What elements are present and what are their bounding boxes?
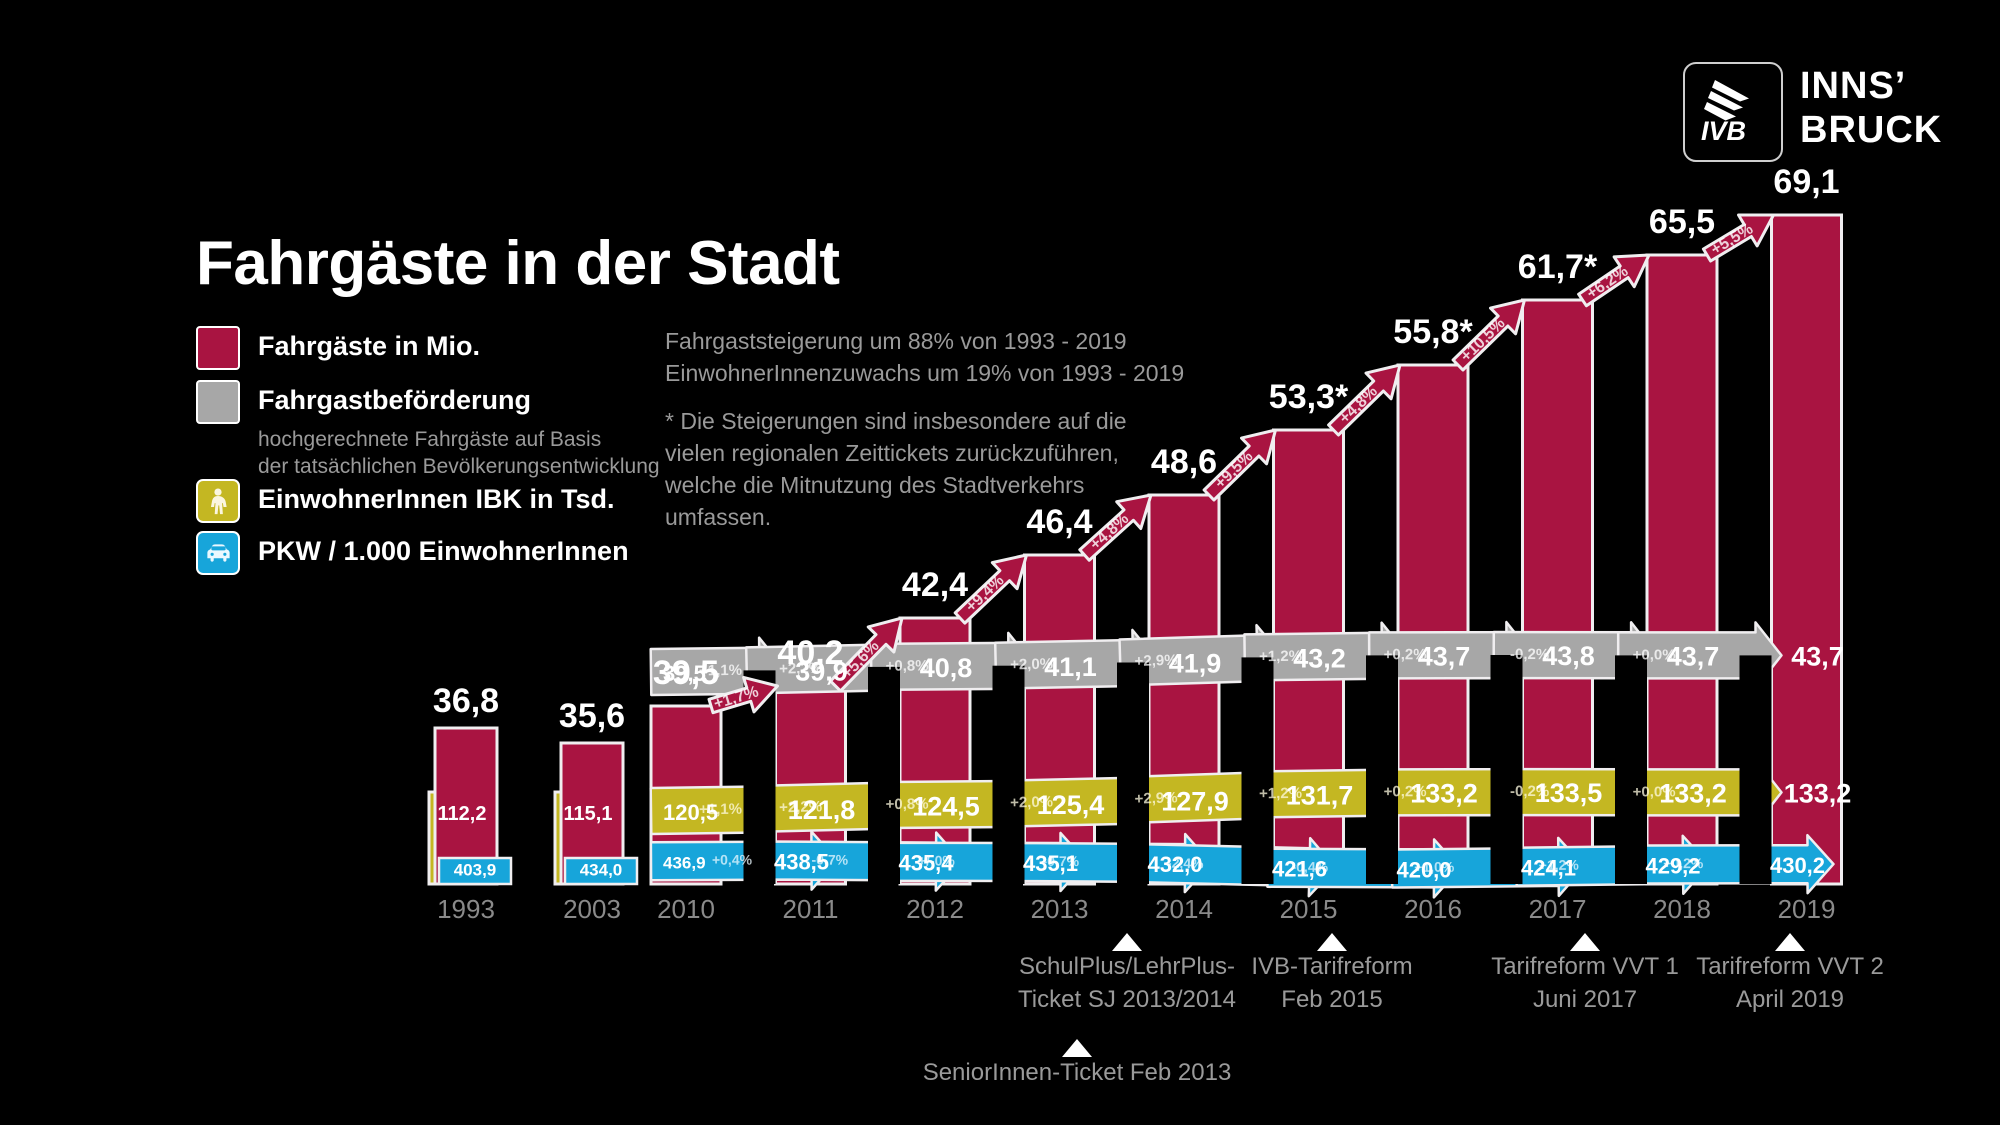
svg-text:55,8*: 55,8* — [1393, 313, 1473, 351]
svg-text:127,9: 127,9 — [1161, 786, 1229, 816]
svg-text:April 2019: April 2019 — [1736, 986, 1844, 1013]
svg-text:40,8: 40,8 — [920, 653, 973, 683]
svg-text:+0,4%: +0,4% — [712, 852, 753, 868]
svg-text:Ticket SJ 2013/2014: Ticket SJ 2013/2014 — [1018, 986, 1236, 1013]
svg-text:42,4: 42,4 — [902, 566, 968, 604]
svg-text:2013: 2013 — [1031, 894, 1089, 924]
svg-text:Feb 2015: Feb 2015 — [1281, 986, 1382, 1013]
svg-text:+4,8%: +4,8% — [1087, 510, 1132, 553]
svg-text:43,7: 43,7 — [1667, 642, 1720, 672]
svg-text:2018: 2018 — [1653, 894, 1711, 924]
svg-text:35,6: 35,6 — [559, 697, 625, 735]
svg-text:69,1: 69,1 — [1773, 163, 1839, 201]
svg-text:133,2: 133,2 — [1784, 779, 1852, 809]
svg-text:124,5: 124,5 — [912, 791, 980, 821]
svg-text:2015: 2015 — [1280, 894, 1338, 924]
svg-text:43,7: 43,7 — [1418, 642, 1471, 672]
svg-text:43,8: 43,8 — [1542, 641, 1595, 671]
svg-text:Juni 2017: Juni 2017 — [1533, 986, 1637, 1013]
svg-text:41,9: 41,9 — [1169, 649, 1222, 679]
svg-text:421,6: 421,6 — [1272, 857, 1327, 882]
svg-text:41,1: 41,1 — [1044, 652, 1097, 682]
svg-text:Tarifreform VVT 1: Tarifreform VVT 1 — [1491, 953, 1679, 980]
svg-text:430,2: 430,2 — [1770, 853, 1825, 878]
svg-text:43,7: 43,7 — [1791, 642, 1844, 672]
svg-text:Tarifreform VVT 2: Tarifreform VVT 2 — [1696, 953, 1884, 980]
svg-text:432,0: 432,0 — [1147, 852, 1202, 877]
svg-text:2010: 2010 — [657, 894, 715, 924]
svg-text:2014: 2014 — [1155, 894, 1213, 924]
svg-text:39,9: 39,9 — [795, 657, 848, 687]
svg-text:438,5: 438,5 — [774, 849, 829, 874]
svg-text:436,9: 436,9 — [663, 854, 706, 873]
svg-text:121,8: 121,8 — [788, 795, 856, 825]
svg-text:65,5: 65,5 — [1649, 203, 1715, 241]
svg-text:133,2: 133,2 — [1410, 779, 1478, 809]
svg-text:131,7: 131,7 — [1286, 781, 1354, 811]
svg-text:53,3*: 53,3* — [1269, 378, 1349, 416]
svg-text:429,2: 429,2 — [1645, 853, 1700, 878]
svg-text:61,7*: 61,7* — [1518, 248, 1598, 286]
svg-text:+9,4%: +9,4% — [963, 572, 1008, 616]
svg-text:39,5: 39,5 — [663, 661, 706, 686]
svg-text:115,1: 115,1 — [564, 803, 613, 825]
svg-text:403,9: 403,9 — [454, 860, 497, 879]
svg-text:2017: 2017 — [1529, 894, 1587, 924]
svg-text:133,5: 133,5 — [1535, 778, 1603, 808]
svg-text:435,1: 435,1 — [1023, 851, 1078, 876]
svg-text:36,8: 36,8 — [433, 682, 499, 720]
svg-text:IVB-Tarifreform: IVB-Tarifreform — [1251, 953, 1412, 980]
svg-text:434,0: 434,0 — [580, 860, 623, 879]
svg-text:2011: 2011 — [783, 894, 839, 924]
svg-text:420,0: 420,0 — [1396, 857, 1451, 882]
svg-text:1993: 1993 — [437, 894, 495, 924]
svg-text:2003: 2003 — [563, 894, 621, 924]
svg-text:2012: 2012 — [906, 894, 964, 924]
svg-text:2016: 2016 — [1404, 894, 1462, 924]
svg-text:SchulPlus/LehrPlus-: SchulPlus/LehrPlus- — [1019, 953, 1235, 980]
svg-text:2019: 2019 — [1778, 894, 1836, 924]
svg-text:424,1: 424,1 — [1521, 856, 1576, 881]
svg-text:48,6: 48,6 — [1151, 443, 1217, 481]
svg-text:43,2: 43,2 — [1293, 644, 1346, 674]
svg-text:+9,5%: +9,5% — [1212, 448, 1257, 492]
svg-text:46,4: 46,4 — [1026, 503, 1092, 541]
svg-text:112,2: 112,2 — [438, 803, 487, 825]
svg-text:SeniorInnen-Ticket Feb 2013: SeniorInnen-Ticket Feb 2013 — [923, 1059, 1232, 1086]
svg-text:435,4: 435,4 — [898, 851, 954, 876]
svg-text:125,4: 125,4 — [1037, 790, 1105, 820]
svg-text:133,2: 133,2 — [1659, 779, 1727, 809]
svg-text:120,5: 120,5 — [663, 800, 718, 825]
